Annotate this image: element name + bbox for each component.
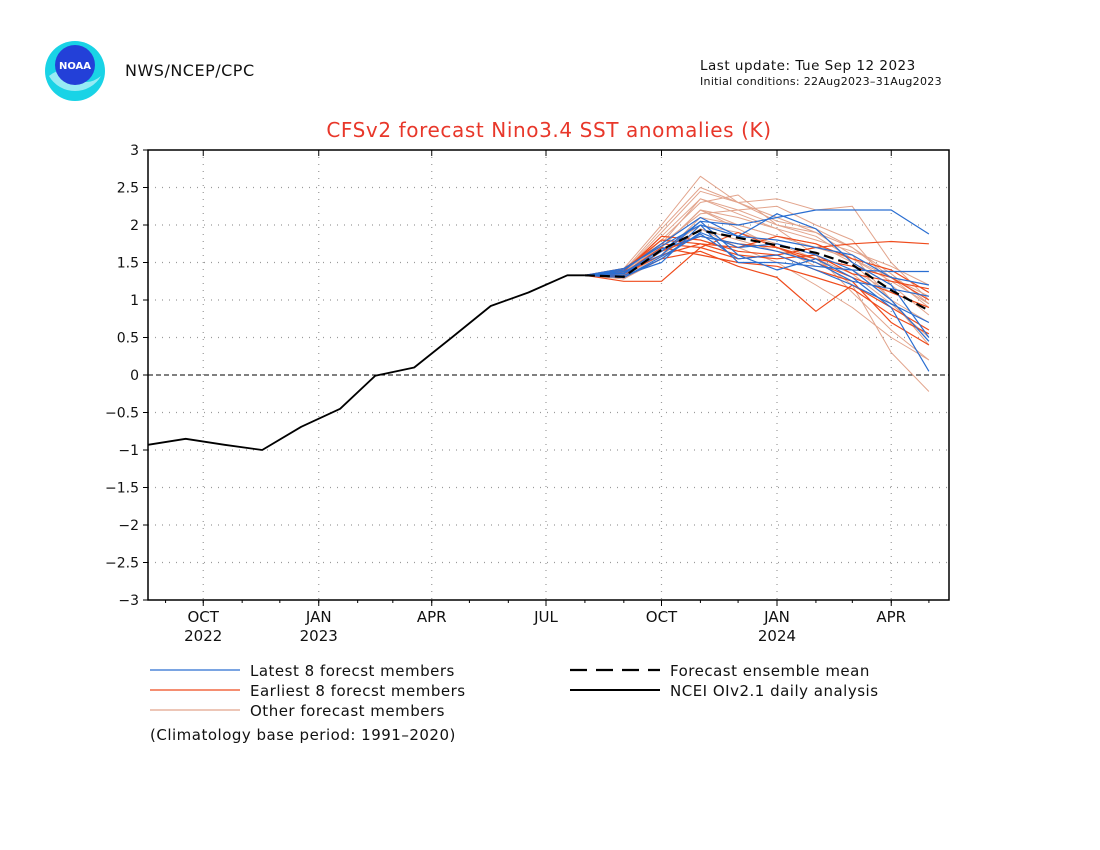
series-line-latest <box>584 224 930 286</box>
series-line-latest <box>584 235 930 297</box>
climatology-note: (Climatology base period: 1991–2020) <box>150 726 456 744</box>
legend-label-latest: Latest 8 forecst members <box>250 662 455 680</box>
legend-label-earliest: Earliest 8 forecst members <box>250 682 466 700</box>
y-tick-label: −0.5 <box>105 406 139 422</box>
x-tick-label: OCT <box>646 608 678 626</box>
initial-conditions-label: Initial conditions: 22Aug2023–31Aug2023 <box>700 75 942 88</box>
noaa-logo: NOAA <box>44 40 106 102</box>
series-line-other <box>584 187 930 305</box>
series-line-other <box>584 175 930 301</box>
y-tick-label: 2.5 <box>117 181 139 197</box>
series-line-other <box>584 228 930 361</box>
series-group <box>147 175 930 451</box>
y-tick-label: 0.5 <box>117 331 139 347</box>
x-tick-label: JAN <box>305 608 332 626</box>
noaa-logo-icon: NOAA <box>45 41 105 101</box>
x-tick-label: OCT <box>188 608 220 626</box>
chart-title: CFSv2 forecast Nino3.4 SST anomalies (K) <box>326 118 771 142</box>
series-line-analysis <box>147 274 585 451</box>
x-tick-label: APR <box>417 608 447 626</box>
y-tick-label: 1 <box>130 293 139 309</box>
x-tick-label: JAN <box>763 608 790 626</box>
series-line-mean <box>584 229 930 312</box>
series-line-latest <box>584 213 930 338</box>
logo-inner-circle <box>55 45 95 85</box>
y-axis: 3 2.5 2 1.5 1 0.5 0 −0.5 −1 −1.5 −2 −2.5 −3 <box>105 143 148 609</box>
series-line-earliest <box>584 246 930 335</box>
y-tick-label: −1.5 <box>105 481 139 497</box>
x-tick-year-label: 2023 <box>300 627 338 645</box>
legend-label-mean: Forecast ensemble mean <box>670 662 870 680</box>
y-tick-label: −1 <box>118 443 139 459</box>
y-tick-label: −2 <box>118 518 139 534</box>
logo-text: NOAA <box>59 61 91 72</box>
series-line-latest <box>584 233 930 324</box>
y-tick-label: 0 <box>130 368 139 384</box>
x-tick-label: JUL <box>533 608 558 626</box>
series-line-latest <box>584 231 929 279</box>
y-tick-label: −3 <box>118 593 139 609</box>
x-tick-year-label: 2022 <box>184 627 222 645</box>
series-line-other <box>584 190 930 308</box>
legend: Latest 8 forecst members Earliest 8 forec… <box>150 662 879 720</box>
series-line-latest <box>584 220 930 372</box>
agency-label: NWS/NCEP/CPC <box>125 61 255 80</box>
y-tick-label: 2 <box>130 218 139 234</box>
legend-label-other: Other forecast members <box>250 702 445 720</box>
y-tick-label: 1.5 <box>117 256 139 272</box>
y-tick-label: 3 <box>130 143 139 159</box>
x-tick-label: APR <box>876 608 906 626</box>
y-tick-label: −2.5 <box>105 556 139 572</box>
last-update-label: Last update: Tue Sep 12 2023 <box>700 58 916 74</box>
x-tick-year-label: 2024 <box>758 627 796 645</box>
legend-label-analysis: NCEI OIv2.1 daily analysis <box>670 682 879 700</box>
